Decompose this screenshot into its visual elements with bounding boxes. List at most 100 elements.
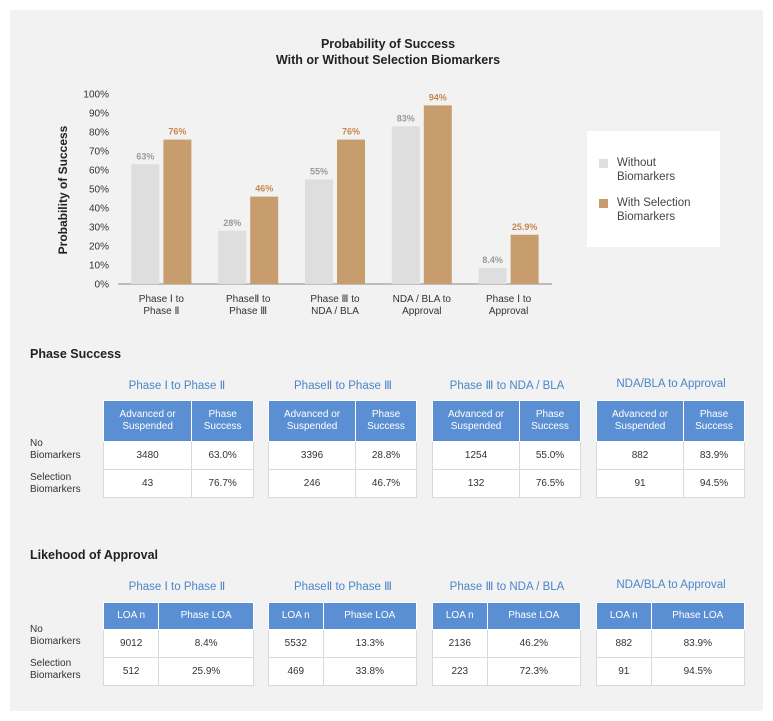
col-header: Phase LOA [158, 602, 254, 630]
phase-success-table: Advanced or Suspended Phase Success 3480 63.… [102, 400, 254, 498]
col-header: Advanced or Suspended [431, 400, 521, 442]
x-tick-label: Phase Ⅲ to [310, 294, 360, 305]
col-header: Phase LOA [650, 602, 746, 630]
phase-success-table: Advanced or Suspended Phase Success 3396 28.… [267, 400, 417, 498]
legend-text: Biomarkers [617, 211, 676, 223]
likelihood-group-title: PhaseⅡ to Phase Ⅲ [294, 581, 392, 593]
table-cell: 33.8% [322, 657, 418, 686]
phase-success-table: Advanced or Suspended Phase Success 1254 55.… [431, 400, 581, 498]
data-label: 83% [397, 113, 415, 123]
bar [337, 139, 365, 284]
y-tick-label: 10% [89, 261, 109, 272]
y-tick-label: 80% [89, 128, 109, 139]
table-cell: 223 [432, 657, 488, 686]
bar [510, 234, 539, 284]
table-cell: 1254 [431, 441, 521, 470]
table-cell: 55.0% [519, 441, 581, 470]
y-axis-title: Probability of Success [56, 125, 70, 254]
data-label: 28% [223, 218, 241, 228]
col-header: LOA n [268, 602, 324, 630]
bar [218, 230, 247, 284]
table-cell: 3396 [267, 441, 357, 470]
row-label-text: Biomarkers [30, 670, 81, 681]
likelihood-group-title: NDA/BLA to Approval [616, 579, 726, 591]
table-cell: 46.7% [355, 469, 417, 498]
y-tick-label: 70% [89, 147, 109, 158]
table-cell: 94.5% [650, 657, 746, 686]
table-cell: 76.7% [191, 469, 254, 498]
table-cell: 91 [596, 657, 652, 686]
legend-swatch-without [599, 159, 608, 168]
col-header: LOA n [102, 602, 160, 630]
bar [478, 268, 507, 284]
bar [250, 196, 279, 284]
page-background [10, 10, 763, 711]
table-cell: 3480 [102, 441, 193, 470]
phase-success-group-title: NDA/BLA to Approval [616, 378, 726, 390]
phase-success-group-title: Phase Ⅲ to NDA / BLA [449, 380, 565, 392]
table-cell: 469 [268, 657, 324, 686]
col-header: Advanced or Suspended [595, 400, 685, 442]
x-tick-label: Approval [489, 306, 528, 317]
y-tick-label: 20% [89, 242, 109, 253]
y-tick-label: 100% [83, 90, 109, 101]
legend-text: Without [617, 157, 656, 169]
row-label-selection-biomarkers: Selection Biomarkers [30, 658, 100, 682]
bar [305, 179, 333, 284]
likelihood-table: LOA n Phase LOA 5532 13.3% 469 33.8% [268, 602, 418, 686]
y-tick-label: 90% [89, 109, 109, 120]
table-cell: 512 [102, 657, 160, 686]
x-tick-label: NDA / BLA [311, 306, 359, 317]
x-tick-label: Phase Ⅱ [143, 306, 179, 317]
row-label-text: No [30, 438, 43, 449]
col-header: Phase Success [355, 400, 417, 442]
table-cell: 76.5% [519, 469, 581, 498]
legend-swatch-with [599, 199, 608, 208]
data-label: 25.9% [512, 222, 538, 232]
likelihood-table: LOA n Phase LOA 9012 8.4% 512 25.9% [102, 602, 254, 686]
table-cell: 8.4% [158, 629, 254, 658]
table-cell: 72.3% [486, 657, 582, 686]
chart-legend: Without Biomarkers With Selection Biomarke… [587, 131, 720, 247]
bar [391, 126, 420, 284]
phase-success-group-title: PhaseⅡ to Phase Ⅲ [294, 380, 392, 392]
x-tick-label: Phase Ⅲ [229, 306, 267, 317]
row-label-selection-biomarkers: Selection Biomarkers [30, 472, 100, 496]
y-tick-label: 50% [89, 185, 109, 196]
table-cell: 2136 [432, 629, 488, 658]
row-label-text: No [30, 624, 43, 635]
col-header: Advanced or Suspended [267, 400, 357, 442]
likelihood-table: LOA n Phase LOA 882 83.9% 91 94.5% [596, 602, 746, 686]
table-cell: 83.9% [683, 441, 745, 470]
data-label: 46% [255, 184, 273, 194]
x-tick-label: PhaseⅡ to [226, 294, 271, 305]
col-header: Phase Success [519, 400, 581, 442]
row-label-text: Selection [30, 472, 72, 483]
col-header: Phase Success [191, 400, 254, 442]
data-label: 55% [310, 167, 328, 177]
col-header: LOA n [432, 602, 488, 630]
y-tick-label: 60% [89, 166, 109, 177]
table-cell: 132 [431, 469, 521, 498]
table-cell: 94.5% [683, 469, 745, 498]
col-header: Advanced or Suspended [102, 400, 193, 442]
table-cell: 9012 [102, 629, 160, 658]
row-label-text: Biomarkers [30, 636, 81, 647]
phase-success-table: Advanced or Suspended Phase Success 882 83.9… [595, 400, 745, 498]
col-header: Phase LOA [322, 602, 418, 630]
data-label: 76% [342, 127, 360, 137]
x-tick-label: Phase Ⅰ to [486, 294, 532, 305]
likelihood-title: Likehood of Approval [30, 548, 159, 562]
phase-success-group-title: Phase Ⅰ to Phase Ⅱ [128, 380, 226, 392]
table-cell: 13.3% [322, 629, 418, 658]
data-label: 8.4% [482, 255, 503, 265]
data-label: 63% [136, 151, 154, 161]
table-cell: 28.8% [355, 441, 417, 470]
bar [423, 105, 452, 285]
x-tick-label: Approval [402, 306, 441, 317]
row-label-no-biomarkers: No Biomarkers [30, 624, 100, 648]
col-header: LOA n [596, 602, 652, 630]
likelihood-group-title: Phase Ⅲ to NDA / BLA [449, 581, 565, 593]
legend-item-with: With Selection Biomarkers [599, 196, 712, 224]
x-tick-label: Phase Ⅰ to [139, 294, 185, 305]
